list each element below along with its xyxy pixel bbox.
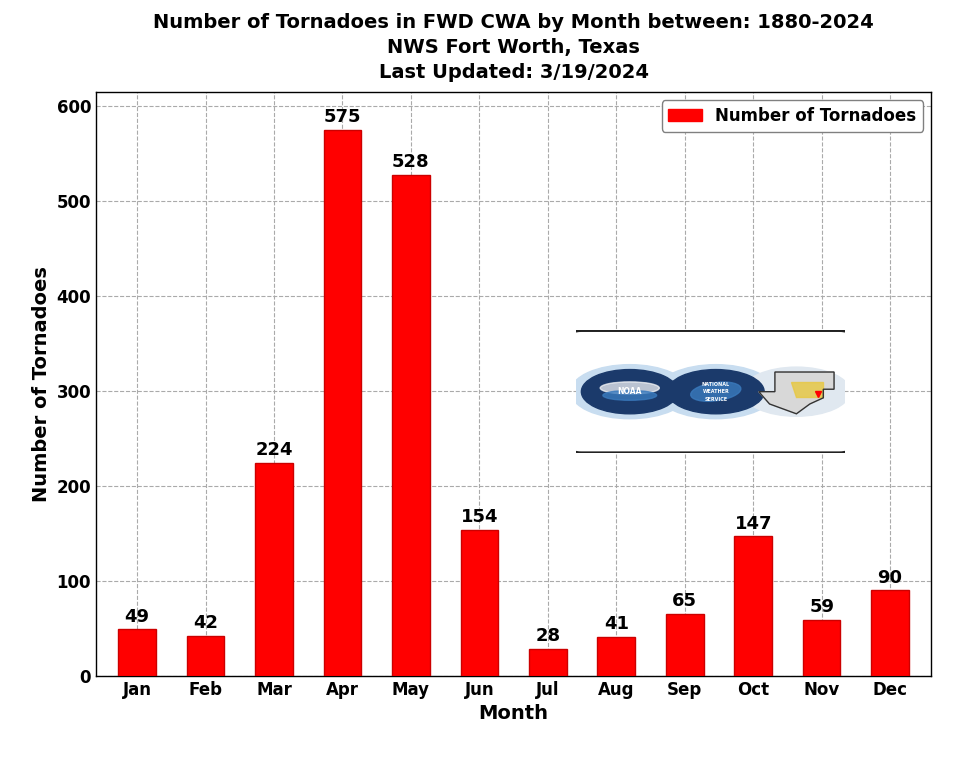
Bar [118, 629, 156, 676]
Text: NATIONAL: NATIONAL [702, 382, 730, 387]
Ellipse shape [690, 382, 741, 402]
Circle shape [657, 365, 775, 419]
Title: Number of Tornadoes in FWD CWA by Month between: 1880-2024
NWS Fort Worth, Texas: Number of Tornadoes in FWD CWA by Month … [154, 13, 874, 82]
Text: SERVICE: SERVICE [705, 396, 728, 402]
Text: 528: 528 [392, 153, 430, 171]
Bar [255, 463, 293, 676]
Text: 90: 90 [877, 568, 902, 587]
Bar [597, 637, 636, 676]
Bar [872, 591, 909, 676]
Bar [666, 614, 704, 676]
Bar [324, 130, 361, 676]
Circle shape [667, 369, 764, 414]
Text: 42: 42 [193, 614, 218, 632]
Text: 49: 49 [125, 607, 150, 626]
Ellipse shape [603, 390, 657, 400]
Bar [734, 536, 772, 676]
Text: 147: 147 [734, 515, 772, 532]
Text: 59: 59 [809, 598, 834, 616]
Ellipse shape [600, 382, 660, 394]
Polygon shape [758, 372, 834, 414]
Text: NOAA: NOAA [617, 387, 642, 396]
Bar [529, 649, 566, 676]
Circle shape [582, 369, 678, 414]
Text: 41: 41 [604, 615, 629, 633]
Text: WEATHER: WEATHER [703, 389, 730, 394]
Polygon shape [791, 382, 824, 396]
Text: 65: 65 [672, 592, 697, 611]
Bar [803, 620, 841, 676]
Bar [186, 636, 225, 676]
Text: 575: 575 [324, 108, 361, 126]
FancyBboxPatch shape [570, 330, 851, 453]
Bar [392, 175, 430, 676]
Text: 28: 28 [536, 627, 561, 645]
Circle shape [570, 365, 689, 419]
Text: 154: 154 [461, 508, 498, 526]
Legend: Number of Tornadoes: Number of Tornadoes [661, 101, 923, 132]
Text: 224: 224 [255, 442, 293, 459]
Bar [461, 530, 498, 676]
X-axis label: Month: Month [479, 704, 548, 723]
Y-axis label: Number of Tornadoes: Number of Tornadoes [32, 266, 51, 502]
Circle shape [743, 367, 851, 416]
